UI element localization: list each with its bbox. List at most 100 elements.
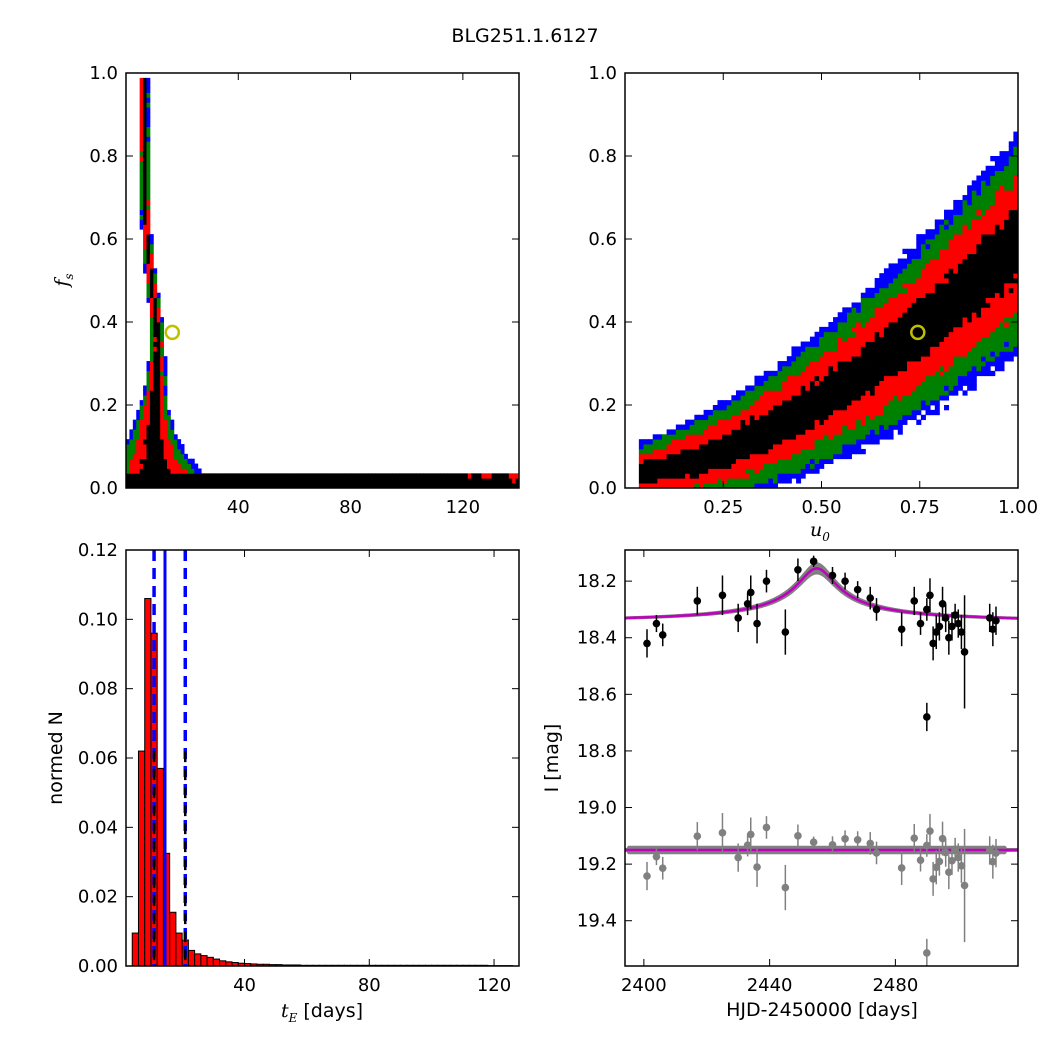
density-cell <box>930 322 936 328</box>
density-cell <box>897 419 903 425</box>
y-axis-label: I [mag] <box>541 724 563 793</box>
density-cell <box>865 424 871 430</box>
density-cell <box>994 287 1000 294</box>
model-uncertainty-band <box>625 562 1018 620</box>
density-cell <box>967 365 973 372</box>
density-cell <box>1008 341 1014 347</box>
density-cell <box>170 458 175 464</box>
density-cell <box>180 463 185 469</box>
density-cell <box>1008 263 1014 269</box>
residual-point <box>992 849 1000 857</box>
density-cell <box>782 405 788 411</box>
density-cell <box>160 336 164 342</box>
density-cell <box>846 395 852 401</box>
density-cell <box>907 405 913 411</box>
density-cell <box>967 185 973 191</box>
density-cell <box>907 326 913 333</box>
density-cell <box>837 326 843 333</box>
density-cell <box>694 414 700 421</box>
density-cell <box>999 331 1005 338</box>
density-cell <box>1013 268 1018 274</box>
density-cell <box>971 341 977 347</box>
density-cell <box>1008 151 1014 157</box>
histogram-bar <box>187 949 196 966</box>
density-cell <box>874 278 880 284</box>
density-cell <box>957 356 963 362</box>
density-cell <box>749 463 755 469</box>
density-cell <box>491 473 496 479</box>
density-cell <box>920 278 926 284</box>
density-cell <box>796 365 802 372</box>
density-cell <box>218 478 223 484</box>
density-cell <box>823 458 829 464</box>
density-cell <box>129 483 134 488</box>
data-point <box>643 639 651 648</box>
density-cell <box>994 317 1000 323</box>
density-cell <box>874 385 880 391</box>
density-cell <box>967 361 973 367</box>
density-cell <box>814 414 820 421</box>
density-cell <box>814 409 820 416</box>
density-cell <box>1008 214 1014 220</box>
density-cell <box>805 351 811 357</box>
density-cell <box>208 478 212 484</box>
density-cell <box>837 322 843 328</box>
density-cell <box>252 473 257 479</box>
density-cell <box>1008 297 1014 303</box>
density-cell <box>990 292 996 298</box>
density-cell <box>146 439 151 445</box>
density-cell <box>948 336 954 342</box>
density-cell <box>190 483 195 488</box>
density-cell <box>837 409 843 416</box>
density-cell <box>689 444 695 450</box>
density-cell <box>501 478 506 484</box>
density-cell <box>856 307 862 313</box>
density-cell <box>190 458 195 464</box>
density-cell <box>143 146 147 152</box>
density-cell <box>772 390 778 396</box>
density-cell <box>930 248 936 255</box>
density-cell <box>661 434 668 440</box>
density-cell <box>1013 151 1018 157</box>
density-cell <box>957 370 963 377</box>
density-cell <box>846 375 852 381</box>
density-cell <box>976 185 982 191</box>
density-cell <box>902 312 908 318</box>
density-cell <box>842 444 848 450</box>
density-cell <box>851 336 857 342</box>
density-cell <box>994 351 1000 357</box>
density-cell <box>177 439 182 445</box>
density-cell <box>149 234 154 240</box>
density-cell <box>307 478 311 484</box>
density-cell <box>907 287 913 294</box>
density-cell <box>874 365 880 372</box>
density-cell <box>689 434 695 440</box>
density-cell <box>726 453 732 460</box>
density-cell <box>259 483 264 488</box>
density-cell <box>856 322 862 328</box>
density-cell <box>948 375 954 381</box>
density-cell <box>879 317 885 323</box>
density-cell <box>177 478 182 484</box>
density-cell <box>474 483 479 488</box>
density-cell <box>454 483 458 488</box>
density-cell <box>934 243 940 250</box>
density-cell <box>920 351 926 357</box>
density-cell <box>146 419 151 425</box>
y-tick-label: 0.08 <box>78 679 118 700</box>
density-cell <box>1004 180 1010 186</box>
density-cell <box>731 448 737 455</box>
density-cell <box>146 160 151 167</box>
density-cell <box>139 82 144 89</box>
density-cell <box>920 292 926 298</box>
density-cell <box>860 419 866 425</box>
density-cell <box>888 429 894 435</box>
density-cell <box>457 483 462 488</box>
data-point <box>872 605 881 614</box>
density-cell <box>860 439 866 445</box>
density-cell <box>777 400 783 406</box>
density-cell <box>146 243 151 250</box>
density-cell <box>638 483 644 488</box>
density-cell <box>173 463 178 469</box>
density-cell <box>170 444 175 450</box>
